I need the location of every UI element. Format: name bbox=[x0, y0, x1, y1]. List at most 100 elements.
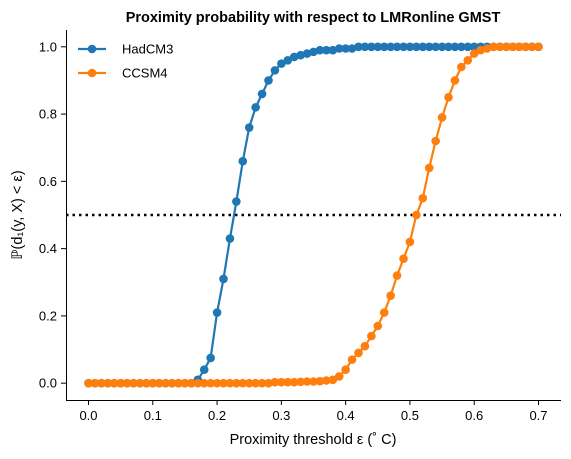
data-point bbox=[296, 377, 305, 387]
data-point bbox=[444, 92, 453, 102]
data-point bbox=[244, 123, 254, 132]
data-point bbox=[257, 378, 267, 388]
data-point bbox=[341, 44, 350, 53]
data-point bbox=[129, 378, 138, 388]
data-point bbox=[399, 254, 408, 264]
data-point bbox=[264, 378, 273, 388]
data-point bbox=[103, 378, 113, 388]
data-point bbox=[251, 378, 260, 388]
y-tick-label: 0.8 bbox=[39, 107, 57, 122]
data-point bbox=[379, 42, 389, 52]
data-point bbox=[219, 378, 228, 388]
data-point bbox=[412, 42, 421, 52]
data-point bbox=[354, 42, 363, 52]
data-point bbox=[84, 378, 93, 388]
y-tick-label: 0.2 bbox=[39, 308, 57, 323]
data-point bbox=[418, 193, 428, 203]
legend-label: CCSM4 bbox=[122, 66, 168, 81]
data-point bbox=[277, 377, 286, 387]
data-point bbox=[424, 163, 434, 173]
data-point bbox=[367, 331, 376, 341]
data-point bbox=[469, 42, 479, 52]
data-point bbox=[199, 378, 209, 388]
data-point bbox=[289, 377, 299, 387]
data-point bbox=[302, 377, 312, 386]
x-tick-label: 0.7 bbox=[529, 408, 547, 423]
y-tick-label: 1.0 bbox=[39, 39, 57, 54]
x-tick-label: 0.2 bbox=[208, 408, 226, 423]
data-point bbox=[199, 365, 209, 375]
data-point bbox=[322, 376, 331, 385]
data-point bbox=[463, 55, 473, 65]
data-point bbox=[302, 49, 312, 58]
data-point bbox=[148, 378, 158, 388]
data-point bbox=[457, 42, 466, 52]
data-point bbox=[347, 44, 357, 53]
data-point bbox=[270, 377, 280, 387]
data-point bbox=[97, 378, 106, 388]
data-point bbox=[167, 378, 177, 388]
legend-swatch-marker bbox=[87, 44, 97, 54]
x-axis-label: Proximity threshold ε (˚ C) bbox=[230, 432, 397, 448]
data-point bbox=[508, 42, 518, 52]
data-point bbox=[450, 42, 460, 52]
data-point bbox=[527, 42, 537, 52]
data-point bbox=[392, 42, 402, 52]
data-point bbox=[212, 378, 222, 388]
data-point bbox=[405, 42, 415, 52]
data-point bbox=[232, 378, 241, 388]
series-group bbox=[84, 42, 543, 388]
data-point bbox=[315, 376, 325, 386]
data-point bbox=[206, 378, 215, 388]
data-point bbox=[341, 365, 350, 375]
data-point bbox=[122, 378, 132, 388]
data-point bbox=[476, 45, 485, 55]
data-point bbox=[405, 237, 415, 247]
x-tick-label: 0.3 bbox=[272, 408, 290, 423]
data-point bbox=[174, 378, 183, 388]
data-point bbox=[212, 308, 222, 317]
data-point bbox=[360, 341, 370, 351]
data-point bbox=[502, 42, 511, 52]
data-point bbox=[270, 66, 280, 75]
data-point bbox=[244, 378, 254, 388]
data-point bbox=[225, 234, 235, 243]
data-point bbox=[289, 52, 299, 62]
data-point bbox=[399, 42, 408, 52]
data-point bbox=[431, 136, 440, 146]
x-ticks: 0.0 0.1 0.2 0.3 0.4 0.5 0.6 0.7 bbox=[79, 400, 548, 423]
data-point bbox=[360, 42, 370, 52]
data-point bbox=[232, 197, 241, 206]
legend: HadCM3 CCSM4 bbox=[78, 42, 173, 81]
data-point bbox=[238, 156, 248, 166]
legend-item-ccsm4: CCSM4 bbox=[78, 66, 168, 81]
data-point bbox=[283, 55, 293, 65]
data-point bbox=[219, 274, 228, 284]
data-point bbox=[309, 47, 318, 57]
data-point bbox=[437, 42, 447, 52]
data-point bbox=[334, 44, 344, 53]
data-point bbox=[277, 59, 286, 68]
data-point bbox=[463, 42, 473, 52]
x-tick-label: 0.6 bbox=[465, 408, 483, 423]
data-point bbox=[315, 45, 325, 55]
data-point bbox=[495, 42, 505, 52]
data-point bbox=[154, 378, 164, 388]
x-tick-label: 0.4 bbox=[337, 408, 355, 423]
data-point bbox=[489, 42, 498, 52]
legend-item-hadcm3: HadCM3 bbox=[78, 42, 173, 57]
data-point bbox=[482, 44, 492, 53]
data-point bbox=[193, 378, 203, 388]
data-point bbox=[392, 271, 402, 280]
data-point bbox=[206, 353, 215, 363]
data-point bbox=[373, 42, 383, 52]
data-point bbox=[135, 378, 145, 388]
chart-title: Proximity probability with respect to LM… bbox=[126, 10, 501, 26]
data-point bbox=[180, 378, 190, 388]
data-point bbox=[431, 42, 440, 52]
data-point bbox=[161, 378, 170, 388]
data-point bbox=[309, 377, 318, 386]
legend-swatch-marker bbox=[87, 68, 97, 78]
data-point bbox=[283, 377, 293, 387]
